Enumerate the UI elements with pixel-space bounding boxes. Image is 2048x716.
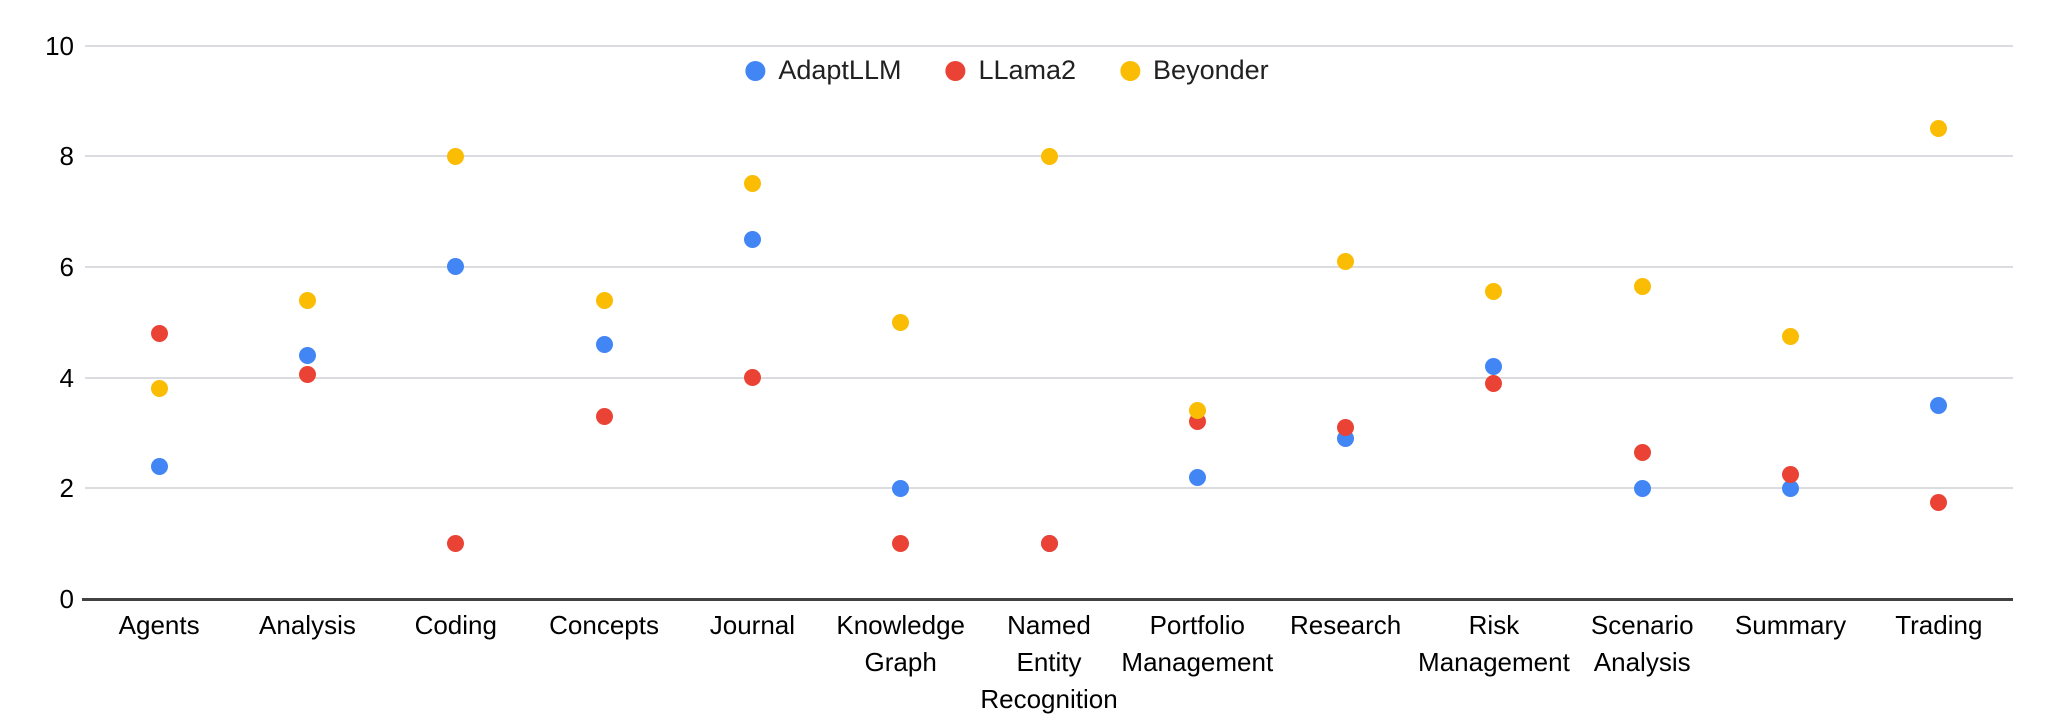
x-axis-category-label: Summary xyxy=(1734,610,1847,640)
data-point-adaptllm[interactable] xyxy=(1633,479,1651,497)
data-point-llama2[interactable] xyxy=(743,369,761,387)
data-point-adaptllm[interactable] xyxy=(150,457,168,475)
x-axis-category-label: Coding xyxy=(414,610,497,640)
legend-item-adaptllm[interactable]: AdaptLLM xyxy=(745,55,901,86)
x-axis-category-label: Trading xyxy=(1895,610,1983,640)
data-point-beyonder[interactable] xyxy=(1633,277,1651,295)
y-axis-tick-label: 6 xyxy=(59,251,74,282)
data-point-llama2[interactable] xyxy=(298,366,316,384)
y-axis-tick-label: 2 xyxy=(59,473,74,504)
data-point-beyonder[interactable] xyxy=(743,175,761,193)
data-point-adaptllm[interactable] xyxy=(1930,396,1948,414)
y-axis-tick-label: 10 xyxy=(45,30,74,61)
gridline xyxy=(85,487,2013,490)
data-point-llama2[interactable] xyxy=(1337,418,1355,436)
data-point-beyonder[interactable] xyxy=(595,291,613,309)
x-axis-baseline xyxy=(82,598,2013,601)
data-point-llama2[interactable] xyxy=(1930,493,1948,511)
data-point-llama2[interactable] xyxy=(1633,443,1651,461)
x-axis-category-label: Named Entity Recognition xyxy=(980,610,1118,714)
y-axis-tick-label: 0 xyxy=(59,584,74,614)
chart-legend: AdaptLLM LLama2 Beyonder xyxy=(745,55,1269,86)
data-point-adaptllm[interactable] xyxy=(743,230,761,248)
data-point-llama2[interactable] xyxy=(150,324,168,342)
x-axis-category-label: Portfolio Management xyxy=(1121,610,1274,677)
data-point-beyonder[interactable] xyxy=(1040,147,1058,165)
data-point-llama2[interactable] xyxy=(1040,535,1058,553)
gridline xyxy=(85,376,2013,379)
x-axis-category-label: Journal xyxy=(709,610,796,640)
data-point-beyonder[interactable] xyxy=(1485,283,1503,301)
legend-marker-icon xyxy=(745,60,766,81)
data-point-adaptllm[interactable] xyxy=(298,346,316,364)
data-point-adaptllm[interactable] xyxy=(447,258,465,276)
data-point-adaptllm[interactable] xyxy=(595,335,613,353)
data-point-adaptllm[interactable] xyxy=(1782,479,1800,497)
data-point-beyonder[interactable] xyxy=(1782,327,1800,345)
data-point-llama2[interactable] xyxy=(892,535,910,553)
legend-label: AdaptLLM xyxy=(778,55,902,85)
y-axis-tick-label: 8 xyxy=(59,141,74,172)
legend-label: LLama2 xyxy=(978,55,1077,85)
data-point-beyonder[interactable] xyxy=(298,291,316,309)
data-point-llama2[interactable] xyxy=(1782,465,1800,483)
gridline xyxy=(85,265,2013,268)
data-point-llama2[interactable] xyxy=(1485,374,1503,392)
legend-marker-icon xyxy=(1120,60,1141,81)
x-axis-category-label: Knowledge Graph xyxy=(836,610,966,677)
legend-item-llama2[interactable]: LLama2 xyxy=(945,55,1076,86)
data-point-llama2[interactable] xyxy=(595,407,613,425)
x-axis-category-label: Scenario Analysis xyxy=(1590,610,1694,677)
legend-marker-icon xyxy=(945,60,966,81)
data-point-adaptllm[interactable] xyxy=(892,479,910,497)
data-point-beyonder[interactable] xyxy=(150,380,168,398)
data-point-beyonder[interactable] xyxy=(892,313,910,331)
legend-label: Beyonder xyxy=(1153,55,1269,85)
data-point-beyonder[interactable] xyxy=(1930,120,1948,138)
x-axis-category-label: Analysis xyxy=(259,610,356,640)
x-axis-category-label: Concepts xyxy=(549,610,659,640)
data-point-adaptllm[interactable] xyxy=(1485,358,1503,376)
x-axis-category-label: Research xyxy=(1289,610,1402,640)
data-point-llama2[interactable] xyxy=(447,535,465,553)
legend-item-beyonder[interactable]: Beyonder xyxy=(1120,55,1269,86)
y-axis-tick-label: 4 xyxy=(59,362,74,393)
x-axis-category-label: Risk Management xyxy=(1418,610,1570,677)
data-point-beyonder[interactable] xyxy=(1337,252,1355,270)
data-point-adaptllm[interactable] xyxy=(1188,468,1206,486)
gridline xyxy=(85,44,2013,47)
x-axis-category-label: Agents xyxy=(118,610,200,640)
data-point-beyonder[interactable] xyxy=(447,147,465,165)
data-point-beyonder[interactable] xyxy=(1188,402,1206,420)
